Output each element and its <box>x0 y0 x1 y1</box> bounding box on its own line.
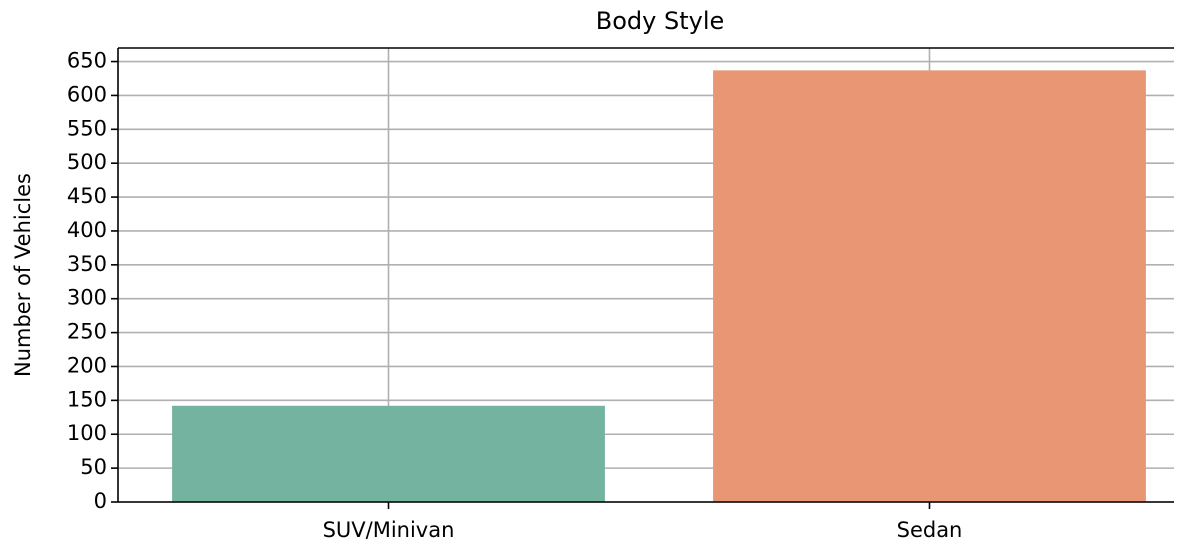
y-tick-label: 250 <box>67 320 107 344</box>
y-tick-label: 0 <box>94 489 107 513</box>
y-tick-label: 550 <box>67 116 107 140</box>
y-tick-label: 400 <box>67 218 107 242</box>
bar <box>172 405 605 502</box>
y-tick-label: 150 <box>67 387 107 411</box>
y-tick-label: 350 <box>67 252 107 276</box>
y-tick-label: 500 <box>67 150 107 174</box>
x-tick-label: Sedan <box>897 518 963 542</box>
y-tick-label: 600 <box>67 82 107 106</box>
chart-title: Body Style <box>596 7 725 35</box>
y-axis-label: Number of Vehicles <box>11 173 35 377</box>
y-tick-label: 100 <box>67 421 107 445</box>
y-tick-label: 50 <box>80 455 107 479</box>
y-tick-label: 300 <box>67 286 107 310</box>
y-tick-label: 200 <box>67 353 107 377</box>
bar <box>713 70 1146 502</box>
y-tick-label: 650 <box>67 49 107 73</box>
x-tick-label: SUV/Minivan <box>323 518 455 542</box>
y-tick-label: 450 <box>67 184 107 208</box>
